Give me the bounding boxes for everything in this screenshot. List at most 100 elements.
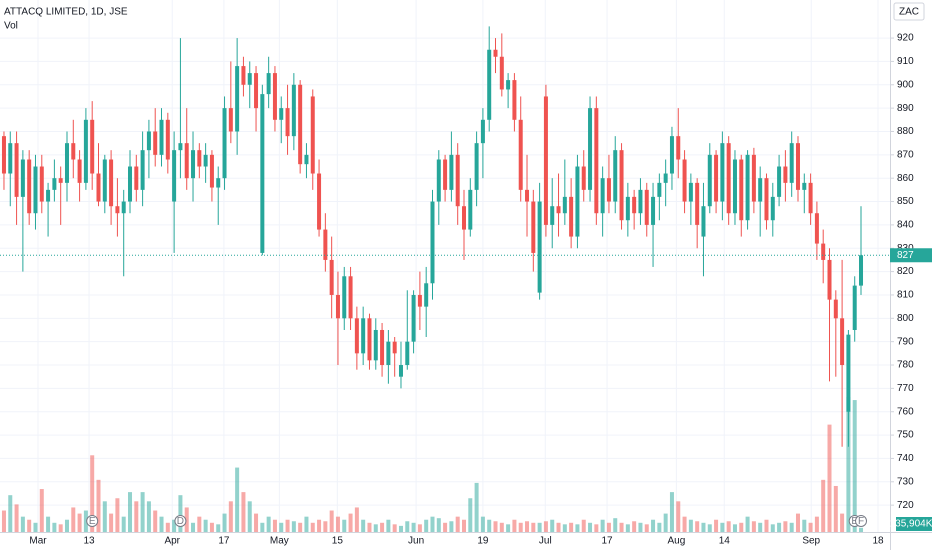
candle-body[interactable] bbox=[795, 143, 800, 190]
candle-body[interactable] bbox=[386, 341, 391, 366]
candle-body[interactable] bbox=[52, 178, 57, 190]
candle-body[interactable] bbox=[392, 341, 397, 354]
candle-body[interactable] bbox=[827, 259, 832, 300]
candle-body[interactable] bbox=[562, 196, 567, 214]
candle-body[interactable] bbox=[468, 189, 473, 230]
candle-body[interactable] bbox=[380, 329, 385, 366]
candle-body[interactable] bbox=[821, 243, 826, 260]
candle-body[interactable] bbox=[575, 166, 580, 237]
candle-body[interactable] bbox=[46, 189, 51, 202]
candle-body[interactable] bbox=[632, 196, 637, 214]
candle-body[interactable] bbox=[663, 173, 668, 183]
candle-body[interactable] bbox=[783, 166, 788, 183]
candle-body[interactable] bbox=[367, 318, 372, 361]
candle-body[interactable] bbox=[436, 159, 441, 202]
candle-body[interactable] bbox=[134, 166, 139, 190]
candle-body[interactable] bbox=[732, 159, 737, 214]
candle-body[interactable] bbox=[852, 285, 857, 330]
event-marker[interactable] bbox=[174, 515, 187, 527]
candle-body[interactable] bbox=[720, 143, 725, 202]
candle-body[interactable] bbox=[707, 154, 712, 207]
candle-body[interactable] bbox=[348, 276, 353, 319]
candle-body[interactable] bbox=[354, 318, 359, 354]
candle-body[interactable] bbox=[518, 119, 523, 190]
candle-body[interactable] bbox=[461, 206, 466, 230]
candle-body[interactable] bbox=[550, 206, 555, 225]
candle-body[interactable] bbox=[569, 196, 574, 237]
candle-body[interactable] bbox=[499, 56, 504, 90]
candle-body[interactable] bbox=[537, 201, 542, 293]
candle-body[interactable] bbox=[688, 182, 693, 202]
candle-body[interactable] bbox=[260, 94, 265, 253]
candle-body[interactable] bbox=[625, 196, 630, 221]
candle-body[interactable] bbox=[480, 119, 485, 144]
candle-body[interactable] bbox=[638, 189, 643, 214]
candle-body[interactable] bbox=[115, 206, 120, 214]
candle-body[interactable] bbox=[203, 154, 208, 167]
candle-body[interactable] bbox=[430, 201, 435, 284]
candle-body[interactable] bbox=[506, 80, 511, 90]
candle-body[interactable] bbox=[272, 73, 277, 120]
candle-body[interactable] bbox=[191, 150, 196, 179]
candle-body[interactable] bbox=[789, 143, 794, 183]
candle-body[interactable] bbox=[676, 136, 681, 160]
candle-body[interactable] bbox=[726, 143, 731, 214]
candle-body[interactable] bbox=[556, 206, 561, 214]
candle-body[interactable] bbox=[165, 119, 170, 160]
currency-box[interactable] bbox=[893, 2, 925, 21]
candle-body[interactable] bbox=[714, 154, 719, 202]
candle-body[interactable] bbox=[417, 294, 422, 307]
candle-body[interactable] bbox=[669, 136, 674, 174]
candle-body[interactable] bbox=[424, 283, 429, 307]
candle-body[interactable] bbox=[64, 143, 69, 183]
candle-body[interactable] bbox=[581, 166, 586, 190]
candle-body[interactable] bbox=[58, 178, 63, 183]
candle-body[interactable] bbox=[33, 166, 38, 214]
candle-body[interactable] bbox=[71, 143, 76, 160]
event-marker[interactable] bbox=[86, 515, 99, 527]
candle-body[interactable] bbox=[833, 299, 838, 319]
candle-body[interactable] bbox=[298, 84, 303, 165]
candle-body[interactable] bbox=[102, 159, 107, 202]
candle-body[interactable] bbox=[197, 150, 202, 167]
candle-body[interactable] bbox=[14, 143, 19, 197]
candle-body[interactable] bbox=[27, 159, 32, 214]
candle-body[interactable] bbox=[588, 108, 593, 190]
candle-body[interactable] bbox=[651, 196, 656, 225]
candle-body[interactable] bbox=[323, 229, 328, 260]
candle-body[interactable] bbox=[758, 178, 763, 202]
candle-body[interactable] bbox=[241, 66, 246, 85]
candle-body[interactable] bbox=[159, 119, 164, 155]
candle-body[interactable] bbox=[846, 334, 851, 412]
candle-body[interactable] bbox=[279, 108, 284, 120]
candle-body[interactable] bbox=[373, 329, 378, 361]
candle-body[interactable] bbox=[285, 108, 290, 137]
candle-body[interactable] bbox=[184, 143, 189, 179]
candle-body[interactable] bbox=[657, 182, 662, 197]
candle-body[interactable] bbox=[543, 96, 548, 225]
candle-body[interactable] bbox=[90, 119, 95, 174]
candle-body[interactable] bbox=[808, 182, 813, 214]
candle-body[interactable] bbox=[317, 173, 322, 230]
candle-body[interactable] bbox=[493, 49, 498, 57]
candle-body[interactable] bbox=[600, 178, 605, 214]
candle-body[interactable] bbox=[398, 365, 403, 377]
candle-body[interactable] bbox=[109, 159, 114, 207]
candle-body[interactable] bbox=[39, 166, 44, 202]
candle-body[interactable] bbox=[310, 96, 315, 174]
candle-body[interactable] bbox=[405, 341, 410, 366]
candle-body[interactable] bbox=[411, 294, 416, 342]
candle-body[interactable] bbox=[235, 66, 240, 132]
candle-body[interactable] bbox=[512, 80, 517, 120]
candle-body[interactable] bbox=[644, 189, 649, 225]
candle-body[interactable] bbox=[335, 294, 340, 319]
candle-body[interactable] bbox=[121, 201, 126, 214]
candle-body[interactable] bbox=[770, 196, 775, 221]
candle-body[interactable] bbox=[764, 178, 769, 221]
candle-body[interactable] bbox=[266, 73, 271, 95]
candle-body[interactable] bbox=[96, 173, 101, 202]
candle-body[interactable] bbox=[247, 73, 252, 85]
candle-body[interactable] bbox=[745, 154, 750, 221]
candle-body[interactable] bbox=[814, 213, 819, 244]
candle-body[interactable] bbox=[859, 255, 864, 286]
